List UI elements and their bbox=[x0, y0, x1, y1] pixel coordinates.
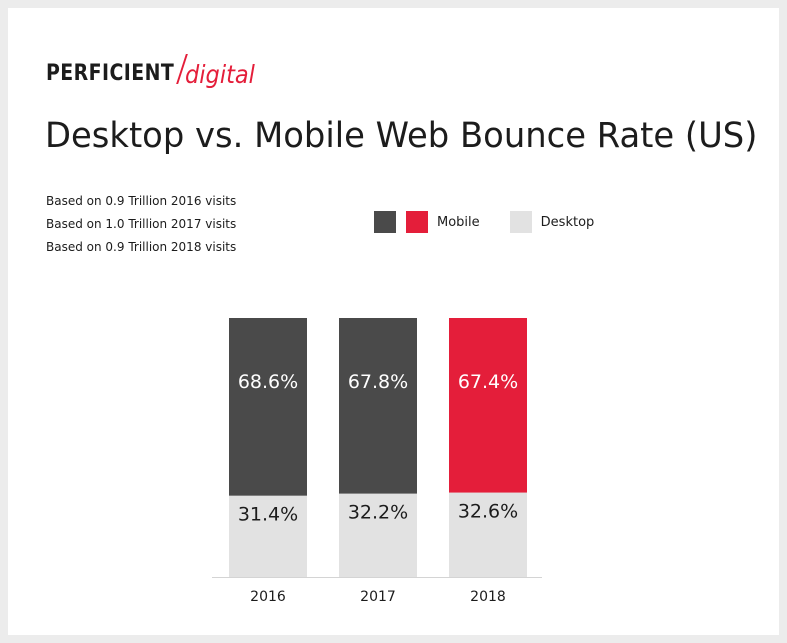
data-label-mobile-2016: 68.6% bbox=[238, 371, 298, 393]
bar-desktop-2018 bbox=[449, 492, 527, 577]
legend-swatch-desktop bbox=[509, 211, 532, 233]
bar-desktop-2016 bbox=[229, 495, 307, 577]
data-label-mobile-2017: 67.8% bbox=[348, 371, 408, 393]
note-2018: Based on 0.9 Trillion 2018 visits bbox=[46, 240, 237, 254]
chart-title: Desktop vs. Mobile Web Bounce Rate (US) bbox=[45, 116, 758, 156]
bar-mobile-2017 bbox=[339, 318, 417, 494]
legend-label-desktop: Desktop bbox=[540, 214, 595, 230]
bar-mobile-2018 bbox=[449, 318, 527, 493]
x-tick-2016: 2016 bbox=[250, 589, 286, 605]
x-tick-2017: 2017 bbox=[360, 589, 396, 605]
data-label-desktop-2017: 32.2% bbox=[348, 502, 408, 524]
legend: Mobile Desktop bbox=[374, 211, 594, 233]
logo-subtitle: digital bbox=[185, 60, 256, 89]
data-label-desktop-2016: 31.4% bbox=[238, 504, 298, 526]
data-label-desktop-2018: 32.6% bbox=[458, 501, 518, 523]
perficient-digital-logo: PERFICIENT digital bbox=[46, 46, 263, 89]
legend-swatch-mobile-red bbox=[406, 211, 428, 233]
bar-desktop-2017 bbox=[339, 493, 417, 577]
x-tick-2018: 2018 bbox=[470, 589, 506, 605]
bar-mobile-2016 bbox=[229, 318, 307, 496]
legend-label-mobile: Mobile bbox=[437, 214, 480, 230]
note-2017: Based on 1.0 Trillion 2017 visits bbox=[46, 217, 237, 231]
logo-wordmark: PERFICIENT bbox=[46, 61, 175, 86]
visit-notes: Based on 0.9 Trillion 2016 visits Based … bbox=[46, 193, 236, 262]
legend-swatch-mobile-dark bbox=[374, 211, 396, 233]
data-label-mobile-2018: 67.4% bbox=[458, 371, 518, 393]
note-2016: Based on 0.9 Trillion 2016 visits bbox=[46, 194, 237, 208]
